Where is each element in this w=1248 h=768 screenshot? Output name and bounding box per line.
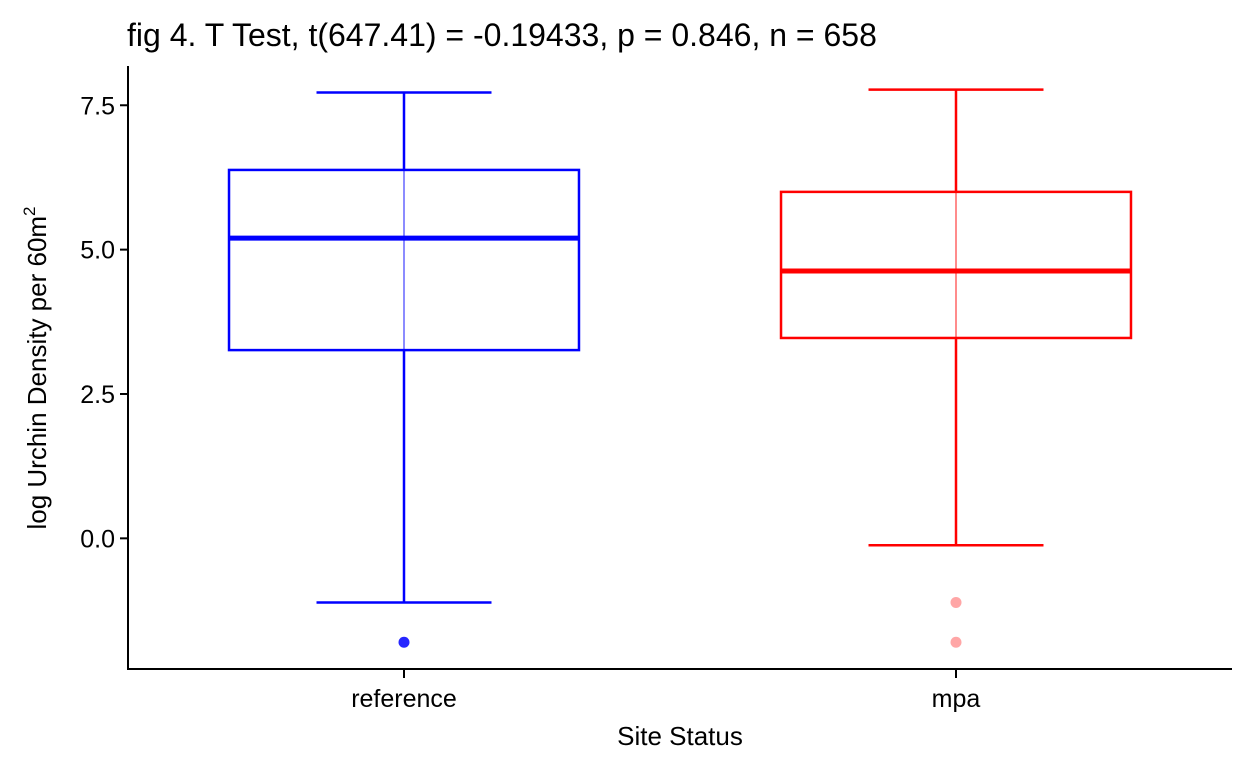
box-mpa — [779, 88, 1133, 648]
y-tick-label: 5.0 — [80, 237, 115, 265]
plot-area — [227, 88, 1133, 648]
iqr-box — [227, 168, 581, 352]
chart-title: fig 4. T Test, t(647.41) = -0.19433, p =… — [127, 17, 877, 53]
x-tick-label: mpa — [932, 685, 981, 713]
y-axis-title-text: log Urchin Density per 60m — [22, 216, 52, 530]
iqr-box — [779, 190, 1133, 340]
y-tick-label: 0.0 — [80, 525, 115, 553]
x-axis-title: Site Status — [617, 721, 743, 751]
box-reference — [227, 91, 581, 648]
x-tick-label: reference — [351, 685, 457, 713]
outlier-point — [950, 636, 962, 648]
y-tick-label: 2.5 — [80, 381, 115, 409]
outlier-point — [398, 636, 410, 648]
y-axis-title: log Urchin Density per 60m2 — [20, 206, 52, 529]
y-tick-label: 7.5 — [80, 92, 115, 120]
y-axis-title-superscript: 2 — [20, 206, 39, 215]
outlier-point — [950, 596, 962, 608]
